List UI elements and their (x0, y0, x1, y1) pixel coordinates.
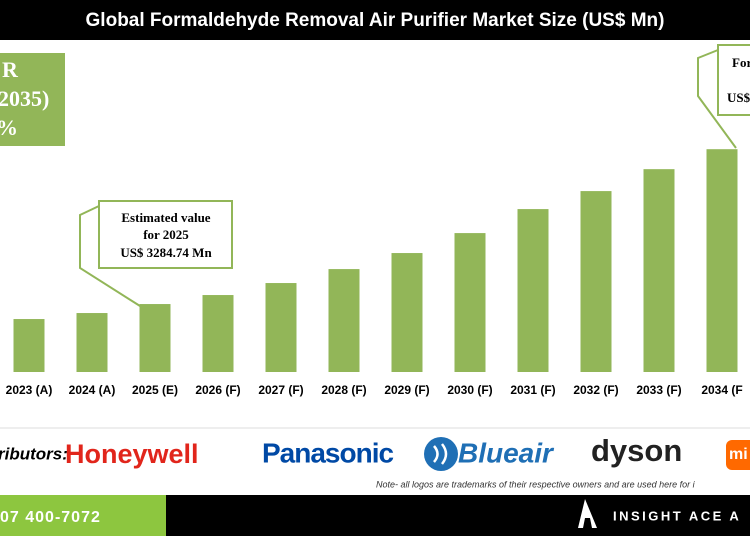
x-tick-label: 2023 (A) (6, 383, 53, 397)
x-tick-label: 2024 (A) (69, 383, 116, 397)
callout-text: US$ 3284.74 Mn (120, 245, 212, 260)
callout-text: For (732, 55, 750, 70)
bar (580, 191, 612, 372)
x-tick-label: 2029 (F) (384, 383, 429, 397)
cagr-text: R (2, 57, 19, 82)
logo-mi: mi (729, 446, 748, 463)
callout-box (717, 44, 750, 116)
logo-blueair: Blueair (458, 437, 555, 468)
bars: 2023 (A) 2024 (A) 2025 (E) 2026 (F) 2027 (F)… (6, 149, 743, 397)
bar (139, 304, 171, 372)
cagr-box (0, 53, 65, 146)
callout-text: for 2025 (143, 227, 189, 242)
x-tick-label: 2032 (F) (573, 383, 618, 397)
logo-blueair-icon (424, 437, 458, 471)
note: Note- all logos are trademarks of their … (376, 479, 696, 489)
bar (265, 283, 297, 372)
logo-mi-box (726, 440, 750, 470)
bar (328, 269, 360, 372)
x-tick-label: 2025 (E) (132, 383, 178, 397)
bar (454, 233, 486, 372)
footer-phone-box (0, 495, 166, 536)
bar (517, 209, 549, 372)
chart-title: Global Formaldehyde Removal Air Purifier… (86, 10, 665, 31)
callout-text: Estimated value (121, 210, 210, 225)
x-tick-label: 2026 (F) (195, 383, 240, 397)
footer-phone: 07 400-7072 (0, 509, 101, 526)
bar (706, 149, 738, 372)
callout-text: US$ (727, 90, 750, 105)
footer-brand: INSIGHT ACE A (613, 508, 741, 523)
logo-dyson: dyson (591, 433, 682, 468)
bar (202, 295, 234, 372)
x-tick-label: 2031 (F) (510, 383, 555, 397)
logo-panasonic: Panasonic (262, 437, 393, 468)
title-bar (0, 0, 750, 40)
x-tick-label: 2028 (F) (321, 383, 366, 397)
x-tick-label: 2033 (F) (636, 383, 681, 397)
distributors-label: ributors: (0, 444, 68, 463)
bar (76, 313, 108, 372)
x-tick-label: 2027 (F) (258, 383, 303, 397)
cagr-text: 2035) (0, 86, 49, 111)
logo-blueair-icon (433, 443, 448, 465)
cagr-text: % (0, 115, 18, 140)
callout-box (98, 200, 233, 269)
x-tick-label: 2030 (F) (447, 383, 492, 397)
callout-pointer (79, 205, 141, 307)
callout-pointer (697, 49, 737, 149)
bar (391, 253, 423, 372)
x-tick-label: 2034 (F (701, 383, 742, 397)
bar (643, 169, 675, 372)
bar (13, 319, 45, 372)
logo-honeywell: Honeywell (65, 439, 199, 469)
brand-icon (578, 499, 597, 528)
